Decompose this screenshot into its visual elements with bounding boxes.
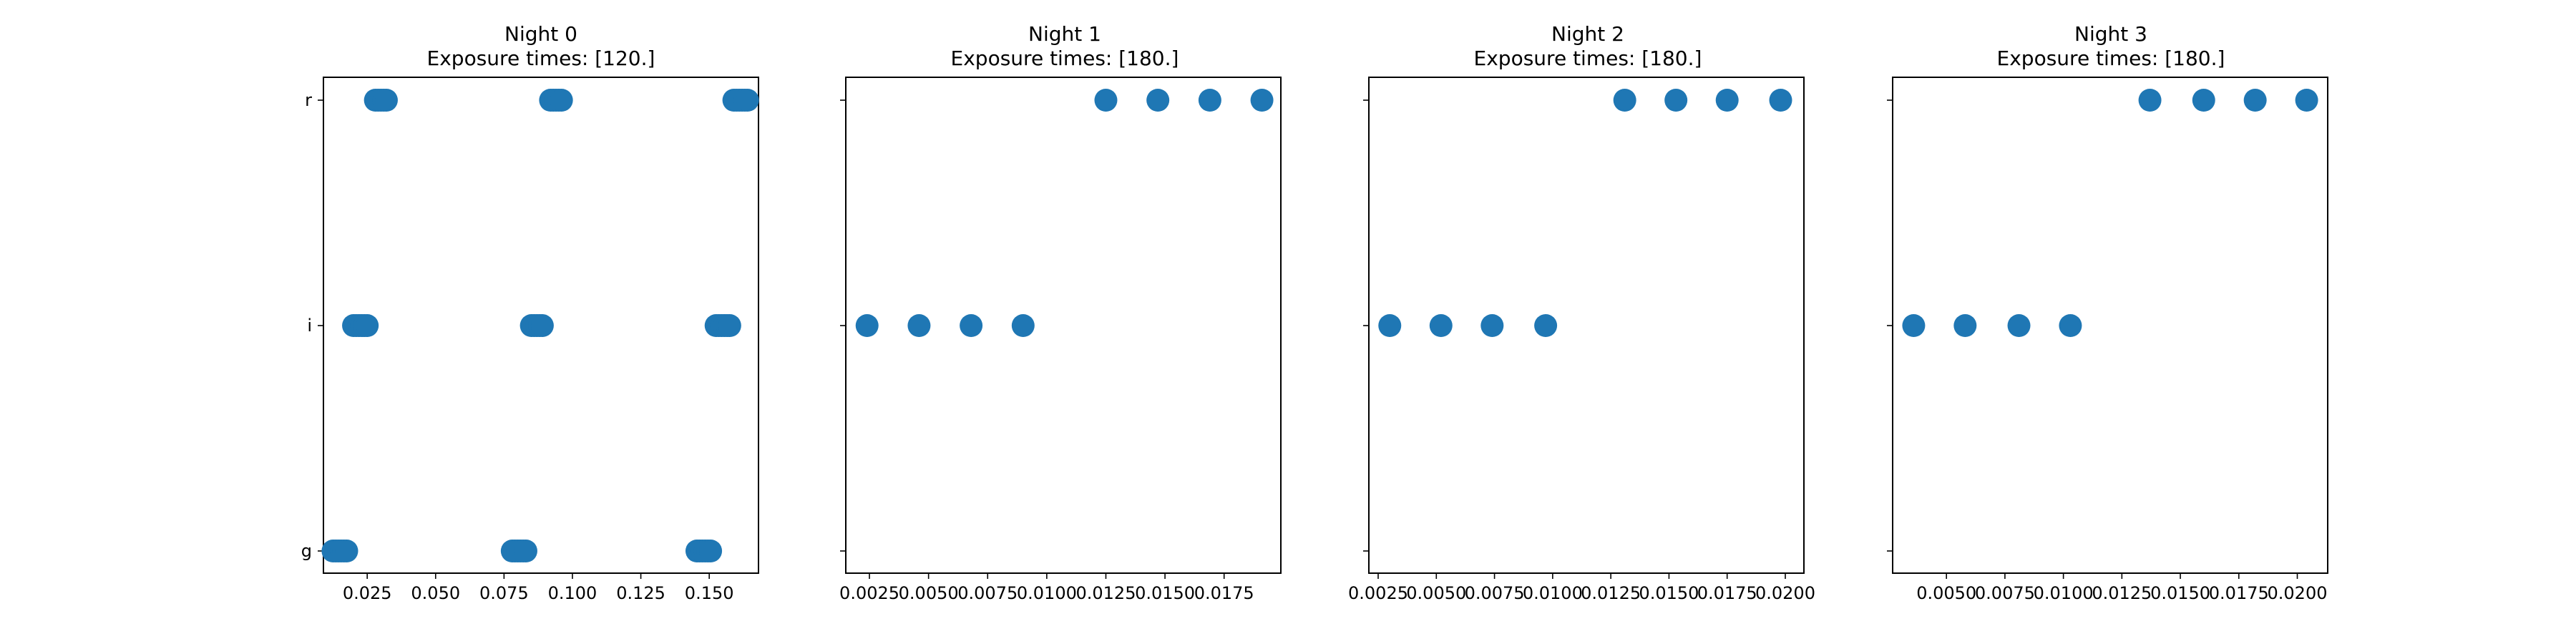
x-tick-label: 0.025 xyxy=(343,583,392,603)
scatter-points xyxy=(1378,89,1792,337)
data-point xyxy=(960,314,983,337)
data-point xyxy=(1613,89,1636,112)
data-point xyxy=(1429,314,1453,337)
x-tick-label: 0.0175 xyxy=(1194,583,1254,603)
scatter-points xyxy=(321,89,759,562)
subplot-title: Night 3 xyxy=(2074,22,2147,46)
data-point xyxy=(1378,314,1402,337)
subplot-title: Night 1 xyxy=(1028,22,1101,46)
subplot-subtitle: Exposure times: [120.] xyxy=(427,47,655,70)
x-tick-label: 0.0050 xyxy=(1406,583,1466,603)
x-axis: 0.025 0.050 0.075 0.100 0.125 0.150 xyxy=(343,573,734,603)
data-point xyxy=(2007,314,2031,337)
y-tick-label: i xyxy=(307,316,312,336)
data-point xyxy=(1902,314,1926,337)
x-tick-label: 0.0100 xyxy=(1523,583,1583,603)
data-point xyxy=(1769,89,1792,112)
data-point xyxy=(907,314,931,337)
x-tick-label: 0.0075 xyxy=(957,583,1018,603)
x-tick-label: 0.125 xyxy=(616,583,665,603)
x-tick-label: 0.0025 xyxy=(1348,583,1408,603)
data-point xyxy=(1953,314,1977,337)
subplot-title: Night 0 xyxy=(504,22,577,46)
data-point xyxy=(2243,89,2267,112)
subplot-subtitle: Exposure times: [180.] xyxy=(1474,47,1702,70)
x-tick-label: 0.0125 xyxy=(2092,583,2152,603)
data-point xyxy=(1480,314,1504,337)
x-tick-label: 0.0075 xyxy=(1975,583,2035,603)
data-point xyxy=(1664,89,1688,112)
x-tick-label: 0.0175 xyxy=(2209,583,2269,603)
x-tick-label: 0.0175 xyxy=(1697,583,1757,603)
subplot-night-2: Night 2 Exposure times: [180.] 0.00250.0… xyxy=(1348,22,1815,603)
data-point xyxy=(1715,89,1739,112)
x-tick-label: 0.0150 xyxy=(1135,583,1195,603)
subplot-night-1: Night 1 Exposure times: [180.] 0.00250.0… xyxy=(839,22,1282,603)
data-point xyxy=(374,89,398,112)
x-axis: 0.00250.00500.00750.01000.01250.01500.01… xyxy=(1348,573,1815,603)
data-point xyxy=(1011,314,1035,337)
data-point xyxy=(550,89,573,112)
x-tick-label: 0.100 xyxy=(548,583,597,603)
data-point xyxy=(699,540,723,562)
data-point xyxy=(335,540,358,562)
data-point xyxy=(2059,314,2082,337)
subplot-night-3: Night 3 Exposure times: [180.] 0.00500.0… xyxy=(1887,22,2328,603)
x-tick-label: 0.0050 xyxy=(1916,583,1976,603)
data-point xyxy=(736,89,759,112)
x-tick-label: 0.075 xyxy=(479,583,529,603)
data-point xyxy=(1534,314,1558,337)
subplot-subtitle: Exposure times: [180.] xyxy=(1997,47,2225,70)
x-tick-label: 0.0200 xyxy=(1755,583,1815,603)
x-tick-label: 0.0075 xyxy=(1465,583,1525,603)
data-point xyxy=(1094,89,1118,112)
data-point xyxy=(514,540,537,562)
x-tick-label: 0.0125 xyxy=(1581,583,1641,603)
data-point xyxy=(2192,89,2215,112)
scatter-points xyxy=(855,89,1274,337)
y-axis xyxy=(1887,99,1893,552)
x-tick-label: 0.050 xyxy=(411,583,460,603)
x-tick-label: 0.0100 xyxy=(1017,583,1077,603)
data-point xyxy=(530,314,554,337)
subplot-title: Night 2 xyxy=(1551,22,1624,46)
x-tick-label: 0.0150 xyxy=(1639,583,1699,603)
x-tick-label: 0.0025 xyxy=(839,583,899,603)
data-point xyxy=(2295,89,2318,112)
x-tick-label: 0.0050 xyxy=(899,583,959,603)
x-tick-label: 0.0100 xyxy=(2034,583,2094,603)
x-tick-label: 0.0125 xyxy=(1075,583,1136,603)
scatter-points xyxy=(1902,89,2318,337)
y-axis: g i r xyxy=(301,90,323,561)
y-axis xyxy=(840,99,846,552)
x-tick-label: 0.0200 xyxy=(2268,583,2328,603)
x-axis: 0.00250.00500.00750.01000.01250.01500.01… xyxy=(839,573,1254,603)
data-point xyxy=(356,314,379,337)
data-point xyxy=(1250,89,1274,112)
x-tick-label: 0.150 xyxy=(685,583,734,603)
subplot-subtitle: Exposure times: [180.] xyxy=(951,47,1179,70)
y-axis xyxy=(1363,99,1369,552)
subplot-night-0: Night 0 Exposure times: [120.] 0.025 0.05… xyxy=(301,22,759,603)
data-point xyxy=(2138,89,2162,112)
x-axis: 0.00500.00750.01000.01250.01500.01750.02… xyxy=(1916,573,2327,603)
y-tick-label: r xyxy=(305,90,312,110)
data-point xyxy=(855,314,879,337)
data-point xyxy=(1146,89,1170,112)
data-point xyxy=(718,314,741,337)
x-tick-label: 0.0150 xyxy=(2150,583,2210,603)
y-tick-label: g xyxy=(301,541,312,561)
data-point xyxy=(1198,89,1221,112)
